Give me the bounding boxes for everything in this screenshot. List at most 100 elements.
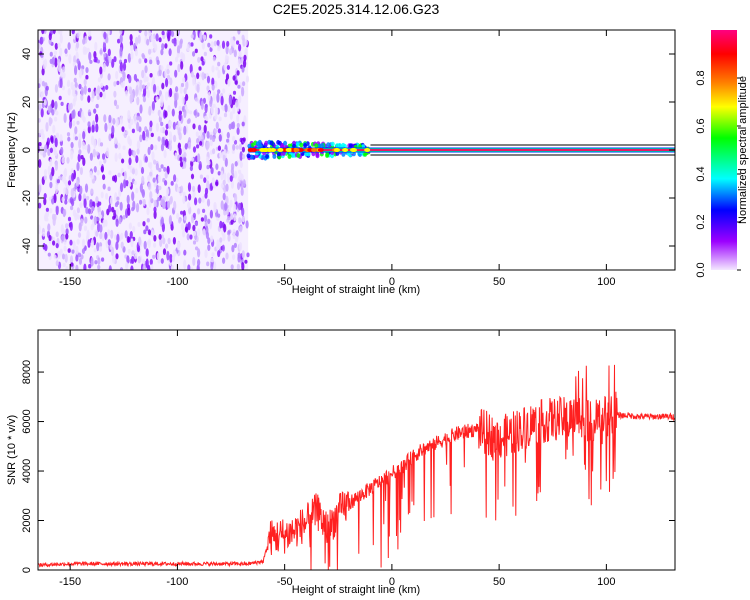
noise-cell: [173, 174, 177, 183]
noise-cell: [222, 192, 226, 201]
noise-cell: [81, 110, 85, 121]
noise-cell: [103, 31, 107, 40]
noise-cell: [47, 223, 51, 232]
noise-cell: [212, 56, 216, 62]
noise-cell: [214, 80, 218, 89]
noise-cell: [210, 105, 214, 115]
noise-cell: [128, 222, 132, 230]
y-tick-label: -20: [21, 190, 33, 206]
noise-cell: [116, 196, 120, 201]
noise-cell: [126, 236, 130, 243]
noise-cell: [38, 202, 42, 209]
noise-cell: [215, 66, 219, 71]
noise-cell: [102, 153, 106, 160]
noise-cell: [117, 142, 121, 150]
noise-cell: [48, 33, 52, 41]
signal-cell: [296, 153, 301, 158]
noise-cell: [76, 207, 80, 214]
noise-cell: [83, 78, 87, 86]
noise-cell: [171, 38, 175, 44]
noise-cell: [166, 250, 170, 261]
noise-cell: [236, 114, 240, 122]
noise-cell: [145, 248, 149, 257]
noise-cell: [225, 44, 229, 55]
noise-cell: [138, 236, 142, 246]
noise-cell: [63, 167, 68, 178]
noise-cell: [134, 168, 138, 176]
noise-cell: [74, 136, 78, 141]
noise-cell: [224, 54, 228, 64]
spectrogram-xlabel: Height of straight line (km): [292, 284, 420, 296]
noise-cell: [177, 63, 181, 73]
noise-cell: [147, 175, 151, 182]
noise-cell: [53, 146, 57, 156]
noise-cell: [95, 103, 99, 109]
noise-cell: [232, 135, 236, 142]
noise-cell: [222, 106, 226, 112]
signal-peak: [266, 148, 273, 152]
noise-cell: [204, 115, 208, 121]
noise-cell: [107, 73, 111, 81]
noise-cell: [192, 51, 196, 57]
noise-cell: [95, 113, 99, 123]
noise-cell: [188, 193, 192, 201]
noise-cell: [202, 208, 206, 213]
noise-cell: [196, 83, 200, 93]
noise-cell: [192, 146, 197, 153]
noise-cell: [64, 253, 68, 263]
noise-cell: [71, 172, 75, 182]
noise-cell: [173, 92, 177, 101]
noise-cell: [198, 66, 202, 71]
snr-frame: [37, 329, 676, 571]
signal-cell: [326, 142, 331, 148]
noise-cell: [84, 183, 89, 193]
noise-cell: [232, 90, 237, 95]
noise-cell: [40, 108, 44, 118]
noise-cell: [179, 85, 183, 94]
noise-cell: [87, 208, 91, 215]
noise-cell: [142, 96, 146, 103]
noise-cell: [71, 30, 75, 35]
noise-cell: [219, 220, 223, 229]
noise-cell: [175, 56, 179, 63]
noise-cell: [75, 41, 80, 49]
noise-cell: [169, 61, 173, 66]
noise-cell: [241, 207, 245, 217]
signal-cell: [290, 153, 295, 159]
signal-peak: [247, 148, 254, 152]
y-tick-label: 20: [21, 96, 33, 108]
colorbar-tick-label: 0.0: [695, 262, 707, 277]
noise-cell: [91, 90, 95, 99]
noise-cell: [176, 45, 181, 55]
noise-cell: [129, 231, 133, 239]
noise-cell: [166, 200, 171, 209]
noise-cell: [168, 215, 172, 225]
colorbar-tick-label: 0.6: [695, 118, 707, 133]
noise-cell: [113, 174, 118, 183]
noise-cell: [67, 88, 71, 96]
noise-cell: [207, 218, 211, 224]
noise-cell: [126, 255, 130, 264]
noise-cell: [150, 132, 154, 138]
noise-cell: [176, 53, 180, 58]
noise-cell: [68, 54, 72, 64]
colorbar-label: Normalized spectral amplitude: [737, 76, 749, 224]
noise-cell: [192, 76, 196, 86]
noise-cell: [160, 164, 164, 169]
noise-cell: [57, 58, 61, 66]
noise-cell: [180, 82, 185, 88]
noise-cell: [62, 209, 66, 218]
noise-cell: [153, 242, 157, 248]
noise-cell: [157, 174, 161, 183]
noise-cell: [217, 250, 221, 258]
noise-cell: [38, 103, 42, 111]
noise-cell: [67, 136, 71, 142]
signal-cell: [303, 143, 308, 148]
noise-cell: [215, 121, 219, 130]
noise-cell: [180, 185, 184, 194]
noise-cell: [196, 138, 200, 144]
noise-cell: [207, 42, 211, 48]
noise-cell: [42, 151, 46, 158]
noise-cell: [199, 174, 203, 179]
noise-cell: [215, 181, 219, 186]
